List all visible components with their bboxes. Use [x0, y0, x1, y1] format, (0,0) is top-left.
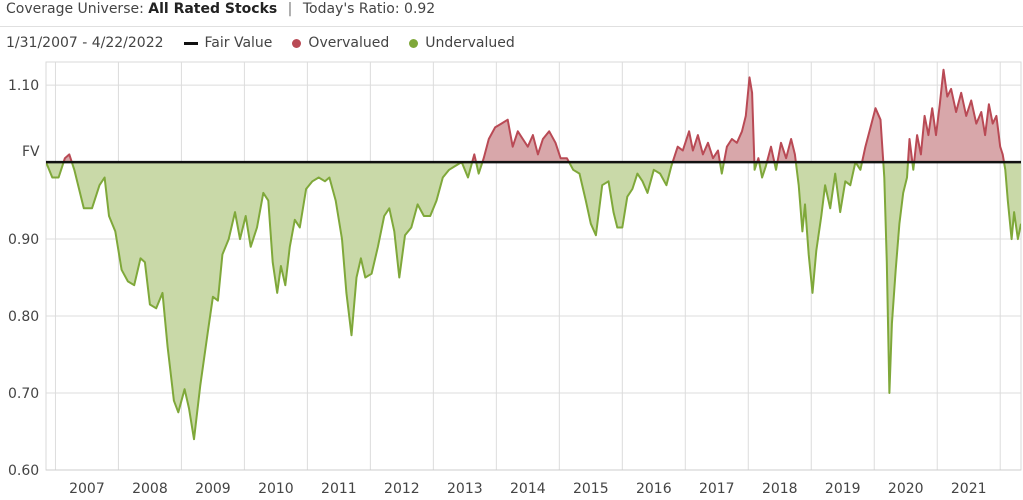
overvalued-dot-icon	[292, 38, 302, 48]
universe-label: Coverage Universe:	[6, 1, 144, 17]
x-tick-label: 2018	[762, 481, 798, 497]
fair-value-line-icon	[183, 41, 198, 45]
ratio-label: Today's Ratio:	[302, 1, 400, 17]
x-tick-label: 2020	[888, 481, 924, 497]
chart-legend: 1/31/2007 - 4/22/2022 Fair Value Overval…	[6, 35, 515, 51]
x-tick-label: 2016	[636, 481, 672, 497]
legend-undervalued[interactable]: Undervalued	[409, 35, 515, 51]
universe-value[interactable]: All Rated Stocks	[148, 1, 278, 17]
x-tick-label: 2008	[132, 481, 168, 497]
legend-undervalued-label: Undervalued	[425, 35, 515, 51]
chart-header: Coverage Universe: All Rated Stocks | To…	[6, 1, 435, 17]
x-tick-label: 2007	[69, 481, 105, 497]
y-tick-label: 0.70	[8, 386, 39, 402]
y-tick-label: 0.60	[8, 463, 39, 479]
legend-overvalued-label: Overvalued	[308, 35, 390, 51]
date-range: 1/31/2007 - 4/22/2022	[6, 35, 164, 51]
legend-overvalued[interactable]: Overvalued	[292, 35, 389, 51]
x-tick-label: 2010	[258, 481, 294, 497]
ratio-value: 0.92	[404, 1, 436, 17]
undervalued-area	[46, 162, 1021, 440]
x-tick-label: 2012	[384, 481, 420, 497]
y-tick-label: 0.80	[8, 309, 39, 325]
y-tick-label: 0.90	[8, 232, 39, 248]
x-tick-label: 2019	[825, 481, 861, 497]
fv-label: FV	[22, 144, 40, 160]
legend-fair-value[interactable]: Fair Value	[183, 35, 273, 51]
x-tick-label: 2015	[573, 481, 609, 497]
undervalued-dot-icon	[409, 38, 419, 48]
x-tick-label: 2017	[699, 481, 735, 497]
x-tick-label: 2013	[447, 481, 483, 497]
x-tick-label: 2014	[510, 481, 546, 497]
legend-fair-value-label: Fair Value	[204, 35, 273, 51]
header-divider	[0, 26, 1023, 27]
x-tick-label: 2011	[321, 481, 357, 497]
x-tick-label: 2009	[195, 481, 231, 497]
undervalued-line[interactable]	[46, 70, 1021, 441]
y-tick-label: 1.10	[8, 78, 39, 94]
header-separator: |	[287, 1, 293, 17]
x-tick-label: 2021	[951, 481, 987, 497]
overvalued-area	[63, 69, 1004, 163]
